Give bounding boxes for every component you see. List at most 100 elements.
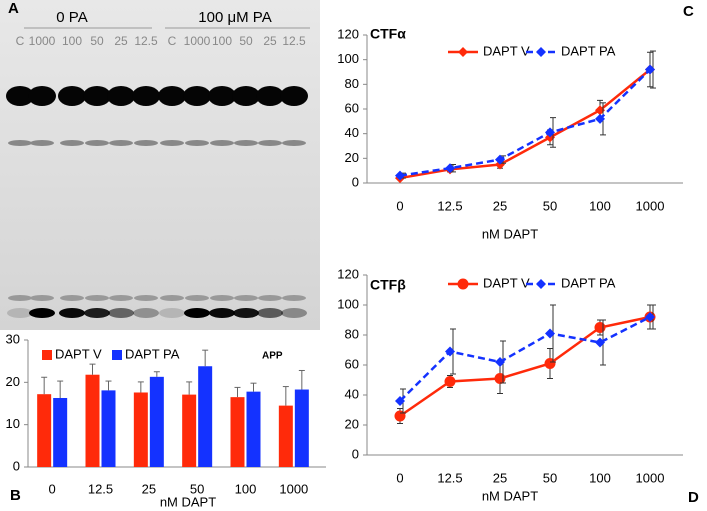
marker xyxy=(395,170,405,181)
y-tick-label: 120 xyxy=(337,26,359,41)
panel-label: A xyxy=(8,0,19,17)
band xyxy=(85,295,109,301)
band xyxy=(134,295,158,301)
x-tick-label: 1000 xyxy=(279,481,308,496)
chart-title: CTFα xyxy=(370,26,406,42)
band xyxy=(132,86,160,106)
band xyxy=(158,86,186,106)
band xyxy=(160,140,184,146)
band xyxy=(30,140,54,146)
y-tick-label: 20 xyxy=(345,416,359,431)
lane-label: C xyxy=(16,34,25,48)
band xyxy=(256,86,284,106)
legend-label: DAPT V xyxy=(483,275,530,290)
marker xyxy=(445,346,455,357)
y-tick-label: 20 xyxy=(6,374,20,389)
marker xyxy=(645,312,655,322)
group-label: 0 PA xyxy=(56,9,87,26)
x-tick-label: 50 xyxy=(543,198,557,213)
marker xyxy=(595,337,605,348)
band xyxy=(210,295,234,301)
marker xyxy=(444,376,456,387)
line xyxy=(399,68,651,177)
lane-label: 100 xyxy=(212,34,232,48)
bar xyxy=(198,366,213,467)
legend-label: DAPT PA xyxy=(125,346,180,361)
band xyxy=(60,140,84,146)
x-tick-label: 100 xyxy=(589,198,611,213)
band xyxy=(29,308,55,318)
chart-title: CTFβ xyxy=(370,277,406,293)
band xyxy=(210,140,234,146)
lane-label: 1000 xyxy=(184,34,211,48)
y-tick-label: 40 xyxy=(345,386,359,401)
band xyxy=(258,140,282,146)
band xyxy=(208,86,236,106)
x-tick-label: 12.5 xyxy=(437,198,462,213)
bar xyxy=(149,376,164,467)
x-tick-label: 0 xyxy=(49,481,56,496)
marker xyxy=(445,163,455,174)
legend-label: DAPT V xyxy=(483,43,530,58)
marker xyxy=(645,64,655,75)
lane-label: 25 xyxy=(263,34,277,48)
band xyxy=(281,308,307,318)
band xyxy=(6,86,34,106)
bar xyxy=(101,390,116,467)
marker xyxy=(495,154,505,165)
band xyxy=(185,140,209,146)
lane-label: 12.5 xyxy=(282,34,306,48)
marker xyxy=(594,322,606,333)
marker xyxy=(545,328,555,339)
x-axis-label: nM DAPT xyxy=(160,494,216,509)
y-tick-label: 100 xyxy=(337,51,359,66)
y-tick-label: 0 xyxy=(352,446,359,461)
marker xyxy=(544,358,556,369)
marker xyxy=(494,373,506,384)
bar xyxy=(85,374,100,467)
legend-swatch xyxy=(112,350,122,360)
panel-label: C xyxy=(683,3,694,20)
y-tick-label: 80 xyxy=(345,76,359,91)
bar xyxy=(37,394,52,467)
x-tick-label: 100 xyxy=(589,470,611,485)
bar xyxy=(230,397,245,467)
x-axis-label: nM DAPT xyxy=(482,488,538,503)
bar xyxy=(278,405,293,467)
band xyxy=(109,295,133,301)
band xyxy=(209,308,235,318)
marker xyxy=(536,279,546,289)
marker xyxy=(394,410,406,422)
bar xyxy=(133,392,148,467)
band xyxy=(7,308,33,318)
band xyxy=(234,140,258,146)
y-tick-label: 0 xyxy=(352,174,359,189)
lane-label: 50 xyxy=(239,34,253,48)
band xyxy=(83,86,111,106)
marker xyxy=(545,127,555,138)
band xyxy=(108,308,134,318)
y-tick-label: 60 xyxy=(345,100,359,115)
lane-label: C xyxy=(168,34,177,48)
marker xyxy=(495,357,505,367)
x-tick-label: 12.5 xyxy=(88,481,113,496)
legend-label: DAPT PA xyxy=(561,43,616,58)
band xyxy=(28,86,56,106)
panel-label: D xyxy=(688,489,699,506)
band xyxy=(185,295,209,301)
y-tick-label: 60 xyxy=(345,356,359,371)
bar xyxy=(246,391,261,467)
band xyxy=(84,308,110,318)
lane-label: 1000 xyxy=(29,34,56,48)
y-tick-label: 20 xyxy=(345,150,359,165)
blot-image xyxy=(0,0,320,330)
band xyxy=(234,295,258,301)
band xyxy=(109,140,133,146)
bar xyxy=(294,389,309,467)
legend-swatch xyxy=(42,350,52,360)
x-tick-label: 50 xyxy=(190,481,204,496)
marker xyxy=(457,278,469,290)
lane-label: 50 xyxy=(90,34,104,48)
panel-label: B xyxy=(10,487,21,504)
